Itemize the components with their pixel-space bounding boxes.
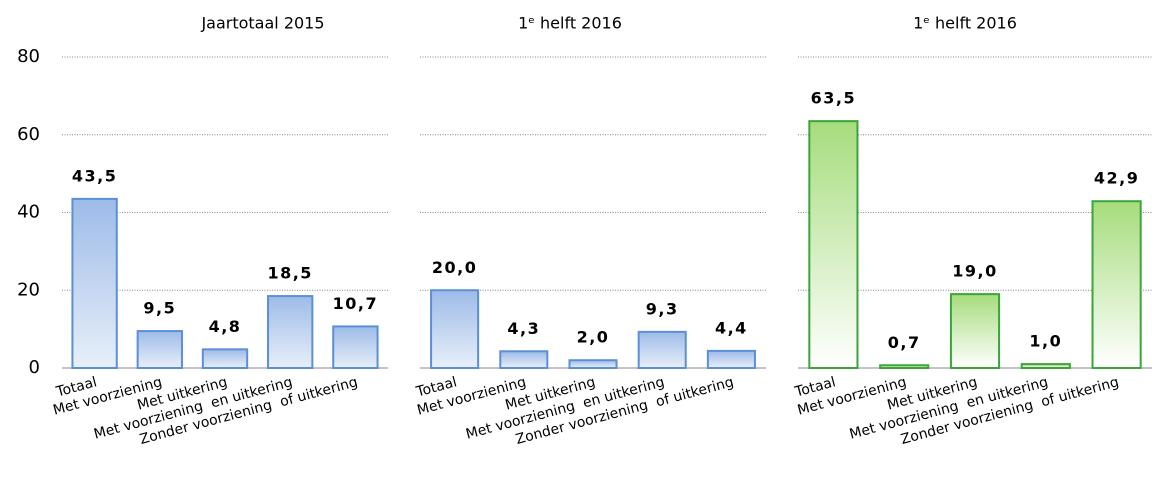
y-tick-label: 80 bbox=[17, 46, 40, 67]
value-label: 4,4 bbox=[715, 318, 748, 337]
bar bbox=[706, 349, 756, 369]
value-label: 0,7 bbox=[888, 333, 921, 352]
bar bbox=[136, 330, 183, 370]
value-label: 43,5 bbox=[72, 166, 117, 185]
value-label: 9,3 bbox=[646, 299, 679, 318]
y-tick-label: 0 bbox=[29, 357, 40, 378]
value-label: 10,7 bbox=[333, 294, 378, 313]
value-label: 4,8 bbox=[209, 317, 242, 336]
chart-title: Jaartotaal 2015 bbox=[200, 14, 324, 33]
y-tick-label: 40 bbox=[17, 202, 40, 223]
value-label: 19,0 bbox=[952, 262, 997, 281]
value-label: 9,5 bbox=[143, 299, 176, 318]
bar bbox=[332, 325, 379, 369]
bar bbox=[71, 197, 118, 369]
value-label: 18,5 bbox=[267, 264, 312, 283]
value-label: 2,0 bbox=[577, 328, 610, 347]
bar bbox=[949, 293, 1001, 370]
bar bbox=[499, 350, 549, 370]
bar bbox=[879, 364, 930, 369]
value-label: 20,0 bbox=[432, 258, 477, 277]
value-label: 1,0 bbox=[1029, 332, 1062, 351]
bar bbox=[267, 295, 314, 369]
value-label: 4,3 bbox=[507, 319, 540, 338]
chart-title: 1ᵉ helft 2016 bbox=[913, 14, 1017, 33]
y-tick-label: 60 bbox=[17, 124, 40, 145]
y-tick-label: 20 bbox=[17, 279, 40, 300]
chart-title: 1ᵉ helft 2016 bbox=[518, 14, 622, 33]
bar bbox=[430, 289, 480, 369]
bar bbox=[568, 359, 618, 370]
value-label: 63,5 bbox=[811, 89, 856, 108]
value-label: 42,9 bbox=[1094, 169, 1139, 188]
bar bbox=[1020, 363, 1071, 369]
bar bbox=[1091, 200, 1142, 369]
bar bbox=[808, 120, 859, 369]
bar bbox=[201, 348, 249, 369]
bar bbox=[637, 330, 687, 370]
